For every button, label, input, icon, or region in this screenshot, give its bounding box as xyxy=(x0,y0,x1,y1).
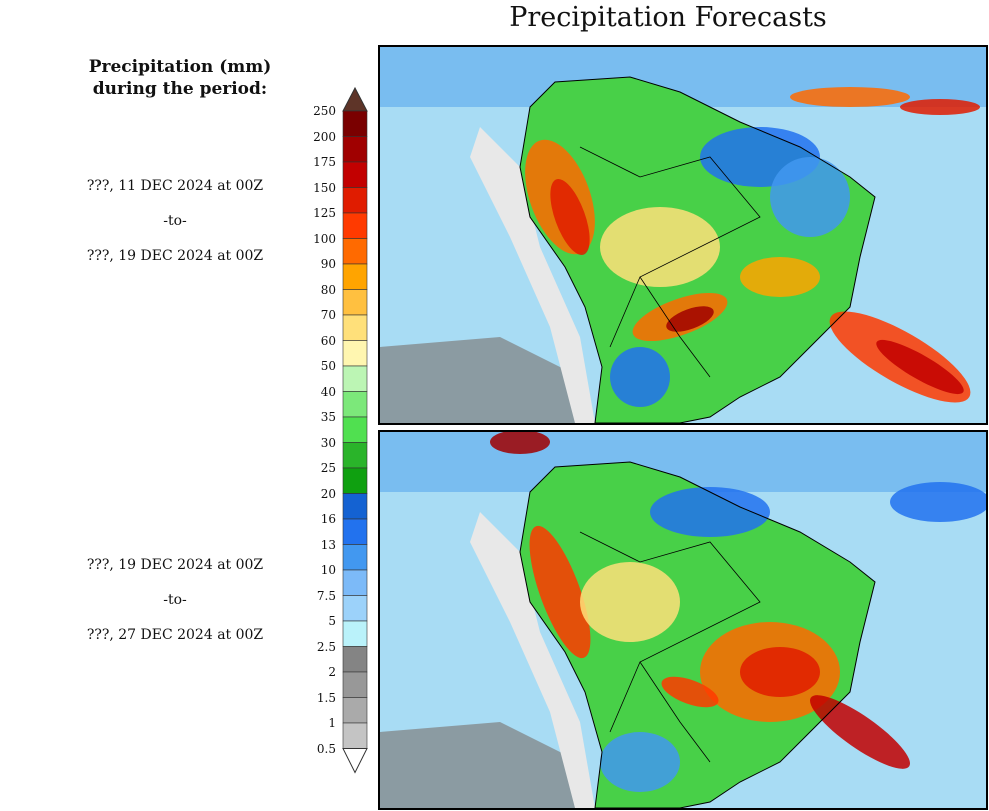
colorbar-bin xyxy=(342,722,368,749)
legend-title-line2: during the period: xyxy=(92,79,268,99)
period2-start: ???, 19 DEC 2024 at 00Z xyxy=(86,557,264,573)
colorbar-bin xyxy=(342,595,368,622)
precip-area xyxy=(740,647,820,697)
precip-area xyxy=(876,339,964,395)
colorbar-bin xyxy=(342,314,368,341)
colorbar-label: 7.5 xyxy=(316,588,336,603)
colorbar-label: 2 xyxy=(328,665,336,679)
period2-end: ???, 27 DEC 2024 at 00Z xyxy=(86,627,264,643)
precip-area xyxy=(550,179,590,255)
country-borders xyxy=(579,146,761,378)
dry-coast xyxy=(470,512,595,808)
colorbar-bin xyxy=(342,365,368,392)
colorbar-bin xyxy=(342,646,368,673)
colorbar-bin xyxy=(342,620,368,647)
country-borders xyxy=(579,531,761,763)
colorbar-label: 100 xyxy=(313,231,336,246)
page-title: Precipitation Forecasts xyxy=(509,2,827,33)
colorbar-under-triangle xyxy=(342,748,368,774)
precip-map-2 xyxy=(380,432,986,808)
colorbar-label: 20 xyxy=(320,486,336,501)
colorbar-label: 50 xyxy=(320,359,336,373)
dry-area xyxy=(380,337,590,423)
precip-area xyxy=(900,99,980,115)
colorbar-label: 30 xyxy=(320,435,336,450)
colorbar-label: 5 xyxy=(328,614,336,628)
legend-title: Precipitation (mm) during the period: xyxy=(60,56,300,100)
precip-area xyxy=(810,695,910,769)
colorbar-label: 25 xyxy=(320,461,336,475)
colorbar-bin xyxy=(342,442,368,469)
colorbar-bin xyxy=(342,289,368,316)
dry-area xyxy=(380,722,590,808)
colorbar-label: 80 xyxy=(320,282,336,297)
period2-to: -to- xyxy=(163,592,187,608)
colorbar-bin xyxy=(342,238,368,265)
colorbar-label: 200 xyxy=(313,129,336,144)
colorbar-label: 35 xyxy=(320,410,336,424)
colorbar-label: 150 xyxy=(313,180,336,195)
coastline xyxy=(519,461,876,808)
colorbar-bin xyxy=(342,544,368,571)
colorbar-bin xyxy=(342,263,368,290)
precip-area xyxy=(770,157,850,237)
colorbar-label: 70 xyxy=(320,308,336,322)
colorbar-bin xyxy=(342,518,368,545)
precip-area xyxy=(529,525,591,659)
precip-area xyxy=(666,306,714,332)
colorbar-label: 13 xyxy=(320,537,336,552)
precip-area xyxy=(790,87,910,107)
colorbar-label: 0.5 xyxy=(316,741,336,756)
precip-area xyxy=(490,432,550,454)
precip-area xyxy=(600,207,720,287)
colorbar-bin xyxy=(342,416,368,443)
colorbar-bin xyxy=(342,569,368,596)
colorbar-bin xyxy=(342,697,368,724)
colorbar-label: 175 xyxy=(313,155,336,169)
period1-start: ???, 11 DEC 2024 at 00Z xyxy=(86,178,264,194)
colorbar-label: 1.5 xyxy=(316,690,336,705)
dry-coast xyxy=(470,127,595,423)
colorbar-bin xyxy=(342,671,368,698)
colorbar-bin xyxy=(342,493,368,520)
land-precip xyxy=(520,462,875,808)
precip-area xyxy=(650,487,770,537)
colorbar-bin xyxy=(342,136,368,163)
precip-area xyxy=(580,562,680,642)
map-panel-period2 xyxy=(378,430,988,810)
period1-end: ???, 19 DEC 2024 at 00Z xyxy=(86,248,264,264)
coastline xyxy=(519,76,876,423)
colorbar-bin xyxy=(342,187,368,214)
colorbar-bin xyxy=(342,467,368,494)
colorbar-bin xyxy=(342,212,368,239)
colorbar-bin xyxy=(342,161,368,188)
colorbar-bin xyxy=(342,391,368,418)
precip-area xyxy=(661,676,719,708)
colorbar-label: 2.5 xyxy=(316,639,336,654)
colorbar-bin xyxy=(342,340,368,367)
colorbar-bin xyxy=(342,110,368,137)
precip-map-1 xyxy=(380,47,986,423)
colorbar-label: 10 xyxy=(320,563,336,577)
precip-area xyxy=(610,347,670,407)
colorbar-label: 250 xyxy=(313,104,336,118)
colorbar xyxy=(342,86,368,774)
colorbar-label: 60 xyxy=(320,333,336,348)
precip-area xyxy=(890,482,986,522)
colorbar-label: 90 xyxy=(320,257,336,271)
colorbar-label: 1 xyxy=(328,716,336,730)
legend-title-line1: Precipitation (mm) xyxy=(88,57,272,77)
colorbar-label: 125 xyxy=(313,206,336,220)
map-panel-period1 xyxy=(378,45,988,425)
period1-to: -to- xyxy=(163,213,187,229)
colorbar-over-triangle xyxy=(342,86,368,112)
colorbar-label: 40 xyxy=(320,384,336,399)
precip-area xyxy=(740,257,820,297)
colorbar-label: 16 xyxy=(320,512,336,526)
precip-area xyxy=(600,732,680,792)
